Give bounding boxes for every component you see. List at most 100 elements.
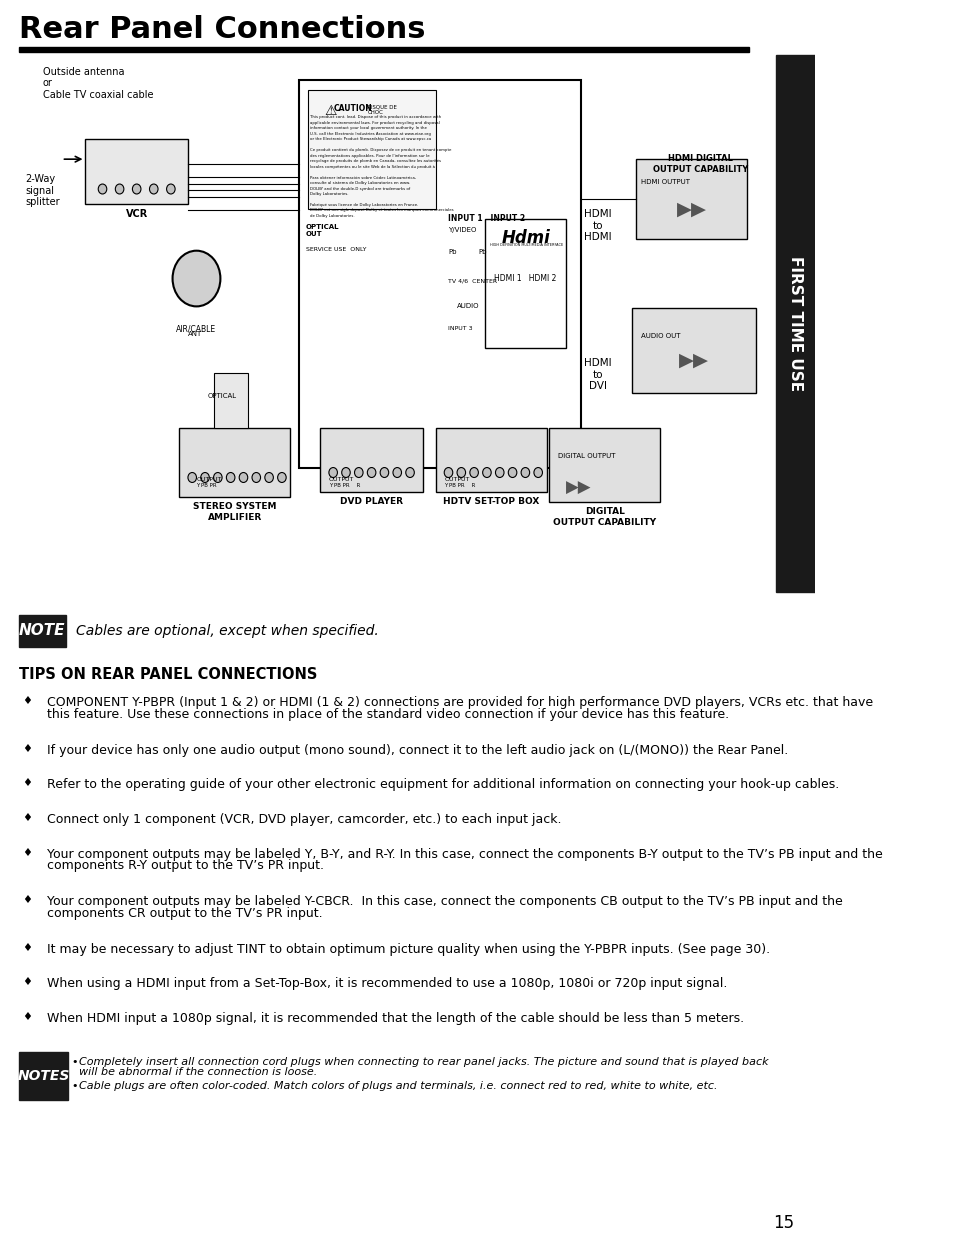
Text: HDMI
to
HDMI: HDMI to HDMI — [583, 209, 611, 242]
Bar — [436, 427, 546, 493]
Text: OUTPUT: OUTPUT — [329, 478, 354, 483]
Text: locales compétentes ou le site Web de la Sélection du produit à: locales compétentes ou le site Web de la… — [310, 164, 435, 169]
Bar — [179, 427, 290, 498]
Text: •: • — [71, 1081, 78, 1091]
Circle shape — [132, 184, 141, 194]
Text: ♦: ♦ — [22, 848, 32, 858]
Text: CAUTION: CAUTION — [333, 105, 372, 114]
Text: or the Electronic Product Stewardship Canada at www.epsc.ca: or the Electronic Product Stewardship Ca… — [310, 137, 431, 141]
Text: ▶▶: ▶▶ — [678, 351, 708, 369]
Text: HDMI DIGITAL
OUTPUT CAPABILITY: HDMI DIGITAL OUTPUT CAPABILITY — [652, 154, 747, 174]
Text: TV 4/6  CENTER: TV 4/6 CENTER — [448, 279, 497, 284]
Text: Y PB PR    R: Y PB PR R — [444, 483, 476, 489]
Text: When using a HDMI input from a Set-Top-Box, it is recommended to use a 1080p, 10: When using a HDMI input from a Set-Top-B… — [47, 977, 726, 990]
Text: components CR output to the TV’s PR input.: components CR output to the TV’s PR inpu… — [47, 906, 322, 920]
Circle shape — [277, 473, 286, 483]
Circle shape — [482, 468, 491, 478]
Text: Your component outputs may be labeled Y-CBCR.  In this case, connect the compone: Your component outputs may be labeled Y-… — [47, 895, 841, 908]
Bar — [86, 140, 188, 204]
Text: ♦: ♦ — [22, 895, 32, 905]
Text: Pb: Pb — [448, 248, 456, 254]
Text: 2-Way
signal
splitter: 2-Way signal splitter — [26, 174, 60, 207]
Circle shape — [213, 473, 222, 483]
Text: AUDIO OUT: AUDIO OUT — [640, 333, 679, 340]
Text: Cable plugs are often color-coded. Match colors of plugs and terminals, i.e. con: Cable plugs are often color-coded. Match… — [78, 1081, 717, 1091]
Text: consulte al sistema de Dolby Laboratories en www.: consulte al sistema de Dolby Laboratorie… — [310, 182, 410, 185]
Text: 15: 15 — [773, 1214, 794, 1231]
Text: HDMI
to
DVI: HDMI to DVI — [583, 358, 611, 391]
Bar — [19, 1052, 69, 1099]
Text: ▶▶: ▶▶ — [677, 199, 706, 219]
Text: ♦: ♦ — [22, 977, 32, 987]
Circle shape — [200, 473, 209, 483]
Text: ANT: ANT — [188, 331, 202, 337]
Text: DVD PLAYER: DVD PLAYER — [340, 498, 403, 506]
Circle shape — [167, 184, 175, 194]
Text: Y PB PR: Y PB PR — [196, 483, 217, 489]
Text: U.S. call the Electronic Industries Association at www.eiae.org: U.S. call the Electronic Industries Asso… — [310, 132, 431, 136]
Circle shape — [150, 184, 158, 194]
Text: Hdmi: Hdmi — [501, 228, 550, 247]
Text: VCR: VCR — [126, 209, 148, 219]
Text: SERVICE USE  ONLY: SERVICE USE ONLY — [306, 247, 366, 252]
Circle shape — [456, 468, 465, 478]
Text: ♦: ♦ — [22, 942, 32, 952]
Text: Connect only 1 component (VCR, DVD player, camcorder, etc.) to each input jack.: Connect only 1 component (VCR, DVD playe… — [47, 813, 561, 826]
Text: Cables are optional, except when specified.: Cables are optional, except when specifi… — [76, 624, 378, 637]
Text: NOTE: NOTE — [19, 624, 65, 638]
Text: Ce produit contient du plomb. Disposez de ce produit en tenant compte: Ce produit contient du plomb. Disposez d… — [310, 148, 451, 152]
Text: OUT: OUT — [306, 231, 322, 237]
Text: HDMI OUTPUT: HDMI OUTPUT — [640, 179, 689, 185]
Text: Your component outputs may be labeled Y, B-Y, and R-Y. In this case, connect the: Your component outputs may be labeled Y,… — [47, 848, 882, 861]
Circle shape — [470, 468, 477, 478]
Text: DOLBY and the double-D symbol are trademarks of: DOLBY and the double-D symbol are tradem… — [310, 186, 410, 190]
Bar — [213, 373, 248, 427]
Text: de Dolby Laboratories.: de Dolby Laboratories. — [310, 214, 355, 217]
Text: Para obtener información sobre Códec Latinoamérica,: Para obtener información sobre Códec Lat… — [310, 175, 416, 179]
Text: Rear Panel Connections: Rear Panel Connections — [19, 15, 425, 44]
Circle shape — [329, 468, 337, 478]
Circle shape — [252, 473, 260, 483]
Bar — [632, 309, 755, 393]
Text: HDMI 1   HDMI 2: HDMI 1 HDMI 2 — [494, 274, 556, 283]
Bar — [307, 89, 436, 209]
Text: If your device has only one audio output (mono sound), connect it to the left au: If your device has only one audio output… — [47, 743, 787, 757]
Text: Refer to the operating guide of your other electronic equipment for additional i: Refer to the operating guide of your oth… — [47, 778, 839, 792]
Circle shape — [508, 468, 517, 478]
Text: ♦: ♦ — [22, 697, 32, 706]
Circle shape — [355, 468, 363, 478]
Text: HIGH DEFINITION MULTIMEDIA INTERFACE: HIGH DEFINITION MULTIMEDIA INTERFACE — [489, 243, 562, 247]
Circle shape — [172, 251, 220, 306]
Bar — [485, 219, 566, 348]
Bar — [775, 54, 814, 592]
Text: INPUT 3: INPUT 3 — [448, 326, 473, 331]
Circle shape — [534, 468, 542, 478]
Text: COMPONENT Y-PBPR (Input 1 & 2) or HDMI (1 & 2) connections are provided for high: COMPONENT Y-PBPR (Input 1 & 2) or HDMI (… — [47, 697, 872, 709]
Circle shape — [265, 473, 274, 483]
Text: AUDIO: AUDIO — [456, 304, 479, 310]
Circle shape — [98, 184, 107, 194]
Text: ▶▶: ▶▶ — [566, 478, 591, 496]
Text: ⚠: ⚠ — [324, 105, 336, 119]
Text: NOTES: NOTES — [17, 1068, 70, 1083]
Circle shape — [239, 473, 248, 483]
Circle shape — [367, 468, 375, 478]
Text: information contact your local government authority. In the: information contact your local governmen… — [310, 126, 427, 131]
Circle shape — [379, 468, 388, 478]
Text: INPUT 1   INPUT 2: INPUT 1 INPUT 2 — [448, 214, 525, 222]
Text: OUTPUT: OUTPUT — [196, 478, 222, 483]
Text: •: • — [71, 1057, 78, 1067]
Text: des réglementations applicables. Pour de l'information sur le: des réglementations applicables. Pour de… — [310, 153, 429, 158]
Circle shape — [188, 473, 196, 483]
Text: Fabriqué sous licence de Dolby Laboratories en France.: Fabriqué sous licence de Dolby Laborator… — [310, 203, 418, 207]
Bar — [298, 79, 580, 468]
Circle shape — [226, 473, 234, 483]
Text: OUTPUT: OUTPUT — [444, 478, 469, 483]
Text: Outside antenna
or
Cable TV coaxial cable: Outside antenna or Cable TV coaxial cabl… — [43, 67, 153, 100]
Bar — [320, 427, 422, 493]
Text: Completely insert all connection cord plugs when connecting to rear panel jacks.: Completely insert all connection cord pl… — [78, 1057, 767, 1067]
Text: DIGITAL
OUTPUT CAPABILITY: DIGITAL OUTPUT CAPABILITY — [553, 508, 656, 527]
Text: HDTV SET-TOP BOX: HDTV SET-TOP BOX — [442, 498, 538, 506]
Circle shape — [341, 468, 350, 478]
Bar — [19, 47, 748, 52]
